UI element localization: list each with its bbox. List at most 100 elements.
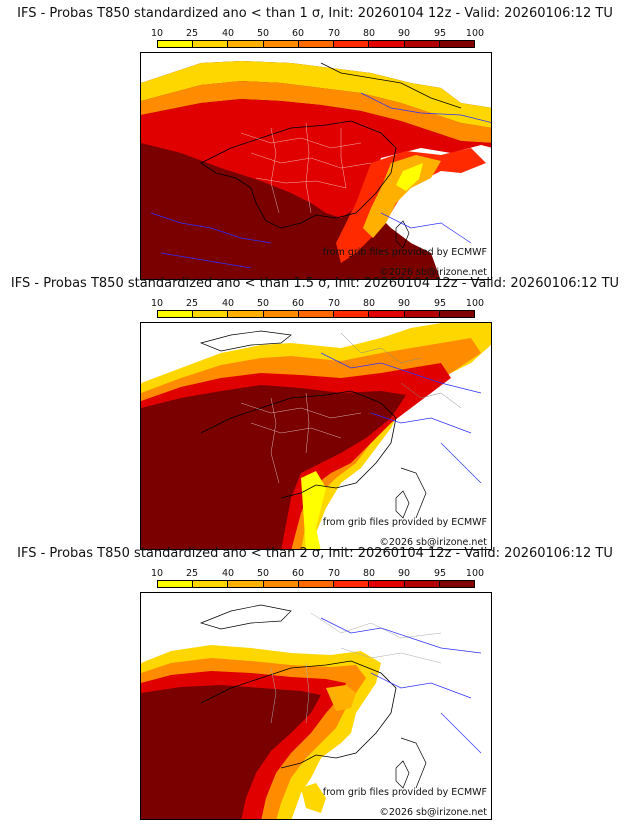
colorbar-swatch [369, 581, 405, 587]
colorbar-swatch [193, 41, 229, 47]
panel-title: IFS - Probas T850 standardized ano < tha… [10, 276, 620, 291]
colorbar-swatch [263, 581, 299, 587]
colorbar-swatches [157, 40, 475, 48]
prob-band-25 [141, 61, 491, 128]
prob-band-40 [363, 155, 441, 238]
coastline [199, 330, 292, 352]
colorbar-swatch [228, 311, 264, 317]
colorbar-swatch [228, 41, 264, 47]
probability-map-svg: from grib files provided by ECMWF ©2026 … [141, 53, 491, 279]
prob-band-95 [141, 385, 406, 549]
colorbar-swatch [263, 41, 299, 47]
coastline [200, 660, 397, 769]
credit-copyright: ©2026 sb@irizone.net [379, 267, 487, 278]
prob-band-10 [301, 471, 326, 549]
credit-grib: from grib files provided by ECMWF [323, 787, 487, 798]
prob-band-80 [141, 99, 491, 218]
colorbar: 10 25 40 50 60 70 80 90 95 100 [151, 568, 484, 589]
credit-grib: from grib files provided by ECMWF [323, 517, 487, 528]
colorbar-ticks: 10 25 40 50 60 70 80 90 95 100 [151, 28, 484, 39]
prob-band-40 [326, 685, 356, 711]
colorbar-swatch [158, 581, 194, 587]
panel-title: IFS - Probas T850 standardized ano < tha… [17, 546, 613, 561]
colorbar-swatch [298, 581, 335, 587]
credit-grib: from grib files provided by ECMWF [323, 247, 487, 258]
colorbar-tick: 60 [291, 28, 305, 39]
forecast-panel-3: IFS - Probas T850 standardized ano < tha… [0, 546, 630, 820]
colorbar-tick: 50 [256, 28, 270, 39]
colorbar-swatch [404, 581, 440, 587]
colorbar-swatch [193, 311, 229, 317]
prob-band-10 [396, 163, 423, 191]
colorbar-swatch [404, 311, 440, 317]
probability-map: from grib files provided by ECMWF ©2026 … [140, 52, 492, 280]
colorbar-swatch [439, 41, 474, 47]
colorbar-tick: 90 [397, 28, 411, 39]
colorbar-tick: 60 [291, 568, 305, 579]
forecast-panel-2: IFS - Probas T850 standardized ano < tha… [0, 276, 630, 550]
colorbar-tick: 10 [150, 28, 164, 39]
panel-title: IFS - Probas T850 standardized ano < tha… [17, 6, 613, 21]
colorbar-swatch [158, 311, 194, 317]
colorbar-tick: 60 [291, 298, 305, 309]
colorbar: 10 25 40 50 60 70 80 90 95 100 [151, 298, 484, 319]
region-borders [270, 612, 442, 724]
credit-copyright: ©2026 sb@irizone.net [379, 537, 487, 548]
probability-map: from grib files provided by ECMWF ©2026 … [140, 322, 492, 550]
colorbar-tick: 40 [221, 28, 235, 39]
colorbar-swatch [404, 41, 440, 47]
colorbar-tick: 40 [221, 568, 235, 579]
colorbar-swatch [439, 581, 474, 587]
colorbar-swatch [369, 311, 405, 317]
colorbar-tick: 90 [397, 568, 411, 579]
colorbar-tick: 50 [256, 298, 270, 309]
colorbar-tick: 95 [433, 568, 447, 579]
island-outline [395, 760, 410, 789]
colorbar-tick: 25 [185, 28, 199, 39]
probability-map-svg: from grib files provided by ECMWF ©2026 … [141, 323, 491, 549]
colorbar-tick: 70 [327, 298, 341, 309]
colorbar-tick: 25 [185, 298, 199, 309]
low-prob-zone [141, 53, 491, 108]
colorbar-swatch [334, 311, 370, 317]
forecast-panel-1: IFS - Probas T850 standardized ano < tha… [0, 6, 630, 280]
colorbar-swatch [158, 41, 194, 47]
coastline [200, 390, 397, 499]
country-borders [340, 332, 462, 409]
colorbar-swatch [334, 581, 370, 587]
rivers [150, 92, 491, 269]
prob-band-50 [141, 81, 491, 143]
rivers [320, 352, 482, 484]
island-outline [395, 490, 410, 519]
coastline [400, 467, 427, 519]
colorbar-tick: 10 [150, 298, 164, 309]
colorbar-swatches [157, 580, 475, 588]
rivers [320, 617, 482, 754]
region-borders [240, 392, 362, 484]
colorbar-tick: 25 [185, 568, 199, 579]
probability-map: from grib files provided by ECMWF ©2026 … [140, 592, 492, 820]
colorbar-swatch [193, 581, 229, 587]
colorbar-swatch [298, 41, 335, 47]
coastline [200, 120, 397, 229]
island-outline [395, 220, 410, 249]
region-borders [240, 122, 372, 214]
colorbar-swatch [439, 311, 474, 317]
coastline [320, 62, 462, 109]
colorbar-tick: 70 [327, 28, 341, 39]
probability-map-svg: from grib files provided by ECMWF ©2026 … [141, 593, 491, 819]
colorbar-swatch [298, 311, 335, 317]
colorbar-ticks: 10 25 40 50 60 70 80 90 95 100 [151, 298, 484, 309]
colorbar-tick: 100 [465, 298, 485, 309]
coastline [400, 737, 427, 789]
colorbar-tick: 10 [150, 568, 164, 579]
colorbar: 10 25 40 50 60 70 80 90 95 100 [151, 28, 484, 49]
colorbar-tick: 40 [221, 298, 235, 309]
prob-band-25 [301, 783, 326, 813]
colorbar-tick: 95 [433, 298, 447, 309]
colorbar-swatch [369, 41, 405, 47]
prob-band-95 [141, 685, 321, 819]
colorbar-tick: 95 [433, 28, 447, 39]
colorbar-tick: 70 [327, 568, 341, 579]
colorbar-swatches [157, 310, 475, 318]
